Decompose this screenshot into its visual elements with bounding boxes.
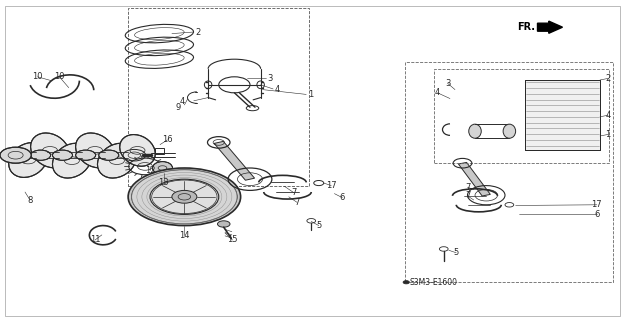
Text: 1: 1 [606,130,611,139]
Text: 4: 4 [179,97,184,106]
Text: 11: 11 [90,236,100,244]
Text: 2: 2 [606,74,611,83]
Text: 7: 7 [294,198,299,207]
Text: 16: 16 [162,135,172,144]
Circle shape [217,221,230,227]
Ellipse shape [76,133,114,168]
Text: 6: 6 [594,210,599,219]
Circle shape [172,190,197,203]
Text: 15: 15 [228,236,238,244]
Bar [434,69,609,163]
Circle shape [403,281,409,284]
Ellipse shape [469,124,481,138]
Text: 2: 2 [196,28,201,36]
Text: 7: 7 [291,188,296,197]
Text: 17: 17 [591,200,602,209]
Text: 4: 4 [275,85,280,94]
Text: 3: 3 [268,74,273,83]
Text: 5: 5 [316,221,321,230]
Circle shape [128,168,241,226]
Circle shape [52,150,72,160]
Bar [155,148,164,154]
Text: 12: 12 [145,166,155,175]
Circle shape [150,179,219,214]
Ellipse shape [52,143,91,178]
Bar [128,8,309,186]
Circle shape [31,150,51,160]
Text: 17: 17 [326,181,336,190]
Circle shape [99,150,119,160]
Text: 7: 7 [465,183,470,192]
Text: 4: 4 [435,88,440,97]
Text: 7: 7 [465,191,470,200]
Bar [405,62,612,282]
Ellipse shape [31,133,69,168]
Text: S3M3-E1600: S3M3-E1600 [409,278,458,287]
Text: 4: 4 [606,111,611,120]
Ellipse shape [503,124,516,138]
Text: 5: 5 [454,248,459,257]
Circle shape [0,147,31,163]
Text: 10: 10 [32,72,43,81]
Text: 10: 10 [54,72,64,81]
Text: FR.: FR. [518,22,536,32]
Ellipse shape [9,143,48,177]
Ellipse shape [98,143,136,178]
Ellipse shape [152,162,173,174]
Ellipse shape [120,135,155,166]
Text: 6: 6 [340,193,345,202]
Circle shape [76,150,96,160]
Polygon shape [458,163,491,196]
Text: 13: 13 [159,178,169,187]
Bar [525,80,600,150]
FancyArrow shape [538,21,562,33]
Text: 8: 8 [28,196,32,204]
Text: 9: 9 [176,103,181,112]
Text: 3: 3 [445,79,450,88]
Bar [525,80,600,150]
Polygon shape [214,141,254,180]
Circle shape [131,170,238,224]
Text: 14: 14 [179,231,189,240]
Text: 1: 1 [308,90,313,99]
